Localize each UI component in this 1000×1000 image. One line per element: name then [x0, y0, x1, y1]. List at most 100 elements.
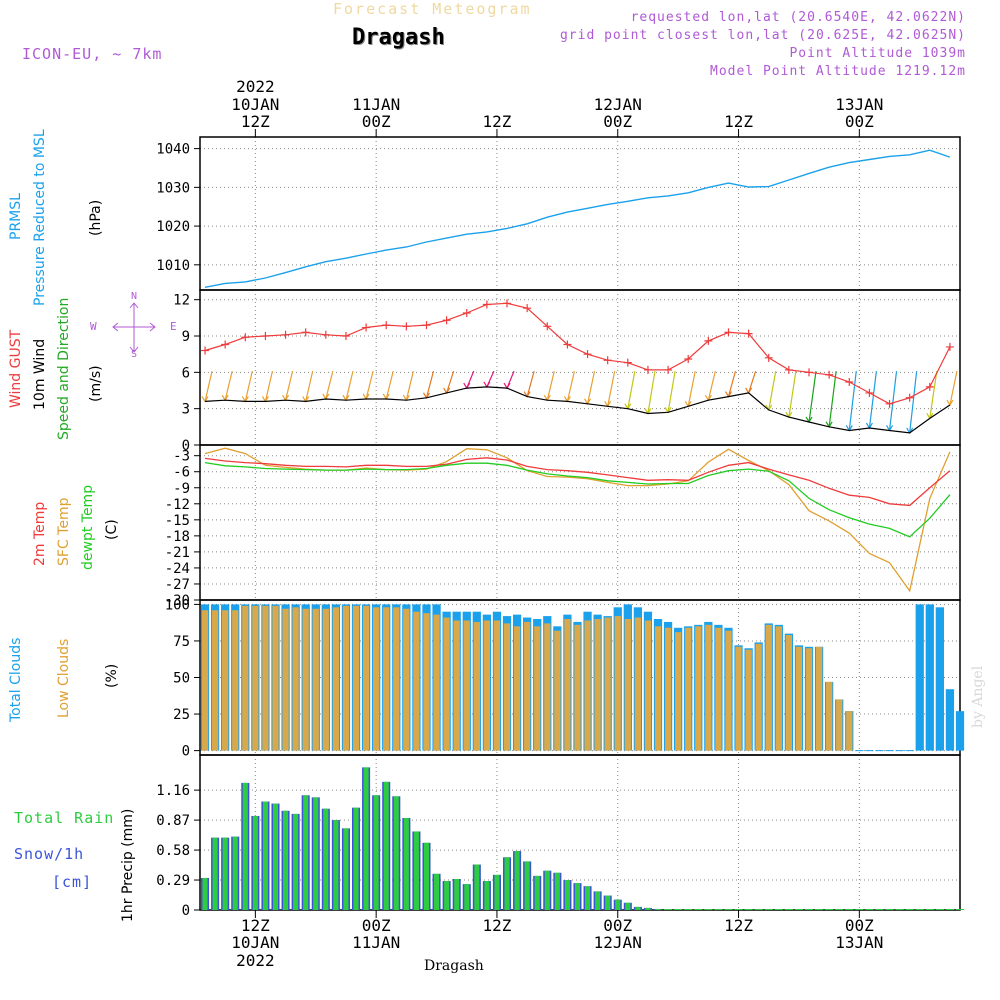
compass-icon: N W E S [88, 290, 178, 360]
low-cloud-bar [826, 681, 833, 751]
low-cloud-bar [534, 626, 541, 751]
low-cloud-bar [654, 626, 662, 751]
low-cloud-bar [463, 620, 470, 751]
wind-direction-arrow [586, 371, 596, 404]
low-cloud-bar [332, 607, 340, 751]
wind-arrow-head [362, 393, 370, 401]
rain-bar [484, 881, 490, 910]
low-cloud-bar [222, 610, 229, 751]
compass-e: E [170, 320, 177, 333]
x-tick-top-date: 12JAN [594, 95, 642, 114]
rain-bar [272, 803, 279, 910]
rain-bar [595, 891, 601, 910]
wind-direction-arrow [667, 371, 676, 413]
wind-gust-marker [281, 330, 290, 339]
rain-bar [574, 883, 581, 910]
wind-gust-marker [744, 329, 753, 338]
rain-bar [554, 872, 560, 910]
low-cloud-bar [262, 605, 269, 751]
rain-bar [403, 818, 409, 910]
rain-bar [464, 884, 470, 910]
grid-point-coords: grid point closest lon,lat (20.625E, 42.… [559, 28, 966, 43]
rain-bar [434, 873, 440, 910]
low-cloud-bar [342, 605, 350, 751]
rain-bar [474, 864, 480, 910]
total-cloud-bar [945, 689, 955, 751]
wind-direction-arrow [647, 371, 656, 414]
wind-gust-marker [825, 370, 834, 379]
snow-unit: [cm] [52, 873, 93, 891]
wind-gust-marker [764, 353, 773, 362]
rain-bar [615, 899, 621, 910]
low-cloud-bar [322, 608, 329, 751]
location-title: Dragash [352, 25, 445, 50]
low-cloud-bar [634, 617, 642, 751]
y-tick-label: 1030 [156, 180, 190, 196]
compass-w: W [90, 320, 97, 333]
wind-gust-marker [905, 393, 914, 402]
rain-bar [413, 831, 419, 910]
wind-gust-marker [784, 365, 793, 374]
low-cloud-bar [765, 624, 772, 751]
wind-gust-marker [805, 368, 814, 377]
low-cloud-bar [644, 620, 652, 751]
wind-gust-line [204, 302, 951, 405]
wind-gust-marker [261, 332, 270, 341]
wind-gust-marker [241, 333, 250, 342]
x-tick-top-hour: 00Z [362, 112, 391, 131]
x-tick-bottom-hour: 12Z [241, 916, 270, 935]
rain-bar [283, 810, 289, 910]
rain-bar [293, 813, 299, 910]
x-tick-bottom-date: 12JAN [594, 933, 642, 952]
wind-gust-marker [643, 365, 652, 374]
rain-bar [564, 880, 570, 910]
wind-direction-arrow [929, 371, 938, 419]
low-cloud-bar [695, 626, 702, 751]
low-cloud-bar [705, 624, 712, 751]
wind-gust-marker [724, 328, 733, 337]
low-cloud-bar [413, 611, 420, 751]
rain-bar [373, 795, 379, 910]
wind-direction-arrow [868, 371, 877, 429]
total-cloud-bar [935, 607, 944, 751]
rain-bar [544, 870, 550, 910]
y-tick-label: -18 [165, 529, 190, 545]
wind-speed-line [204, 386, 951, 434]
y-tick-label: 0 [182, 903, 190, 919]
y-tick-label: -24 [165, 561, 190, 577]
wind-gust-marker [442, 316, 451, 325]
low-cloud-bar [735, 646, 742, 751]
wind-gust-marker [422, 321, 431, 330]
meteogram-subtitle: Forecast Meteogram [333, 0, 532, 18]
rain-bar [534, 875, 540, 910]
model-label: ICON-EU, ~ 7km [22, 45, 163, 63]
wind-gust-marker [221, 340, 230, 349]
low-cloud-bar [685, 627, 692, 751]
low-cloud-bar [312, 608, 319, 751]
wind-gust-marker [925, 382, 934, 391]
t2m-line [204, 457, 951, 507]
wind-gust-marker [301, 328, 310, 337]
rain-bar [383, 781, 389, 910]
rain-bar [494, 874, 500, 910]
pressure-line [204, 149, 951, 288]
wind-gust-marker [704, 336, 713, 345]
requested-coords: requested lon,lat (20.6540E, 42.0622N) [630, 10, 966, 25]
low-cloud-bar [272, 605, 279, 751]
rain-bar [232, 836, 238, 910]
wind-direction-arrow [244, 370, 253, 402]
wind-direction-arrow [224, 370, 233, 401]
low-cloud-bar [524, 621, 531, 751]
x-tick-top-hour: 00Z [845, 112, 874, 131]
y-tick-label: 1.16 [156, 783, 190, 799]
low-cloud-bar [846, 711, 853, 751]
rain-bar [393, 796, 399, 910]
wind-direction-arrow [848, 371, 857, 431]
total-cloud-bar [915, 604, 924, 751]
low-cloud-bar [493, 620, 501, 751]
wind-direction-arrow [788, 371, 797, 418]
total-cloud-bar [955, 711, 965, 751]
low-cloud-bar [836, 699, 843, 751]
x-tick-bottom-hour: 12Z [724, 916, 753, 935]
low-cloud-bar [232, 610, 239, 751]
